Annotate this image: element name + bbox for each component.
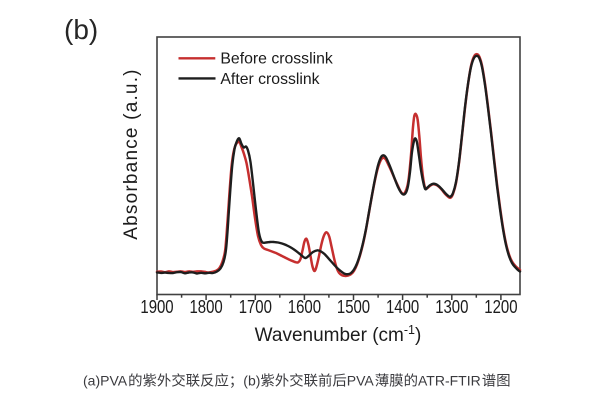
svg-text:1500: 1500 bbox=[337, 297, 370, 318]
svg-text:Absorbance (a.u.): Absorbance (a.u.) bbox=[121, 68, 142, 239]
svg-text:1900: 1900 bbox=[140, 297, 173, 318]
svg-text:1400: 1400 bbox=[386, 297, 419, 318]
svg-text:Wavenumber (cm-1): Wavenumber (cm-1) bbox=[255, 323, 422, 346]
svg-text:(b): (b) bbox=[243, 373, 260, 389]
svg-text:PVA: PVA bbox=[347, 373, 375, 389]
svg-text:(a)PVA: (a)PVA bbox=[83, 373, 128, 389]
svg-text:1300: 1300 bbox=[435, 297, 468, 318]
svg-text:1200: 1200 bbox=[484, 297, 517, 318]
svg-text:1700: 1700 bbox=[239, 297, 272, 318]
svg-text:1600: 1600 bbox=[288, 297, 321, 318]
svg-text:(b): (b) bbox=[64, 14, 98, 45]
svg-text:1800: 1800 bbox=[189, 297, 222, 318]
svg-text:Before crosslink: Before crosslink bbox=[220, 51, 332, 68]
svg-text:ATR-FTIR: ATR-FTIR bbox=[418, 373, 481, 389]
svg-text:After crosslink: After crosslink bbox=[220, 71, 319, 88]
